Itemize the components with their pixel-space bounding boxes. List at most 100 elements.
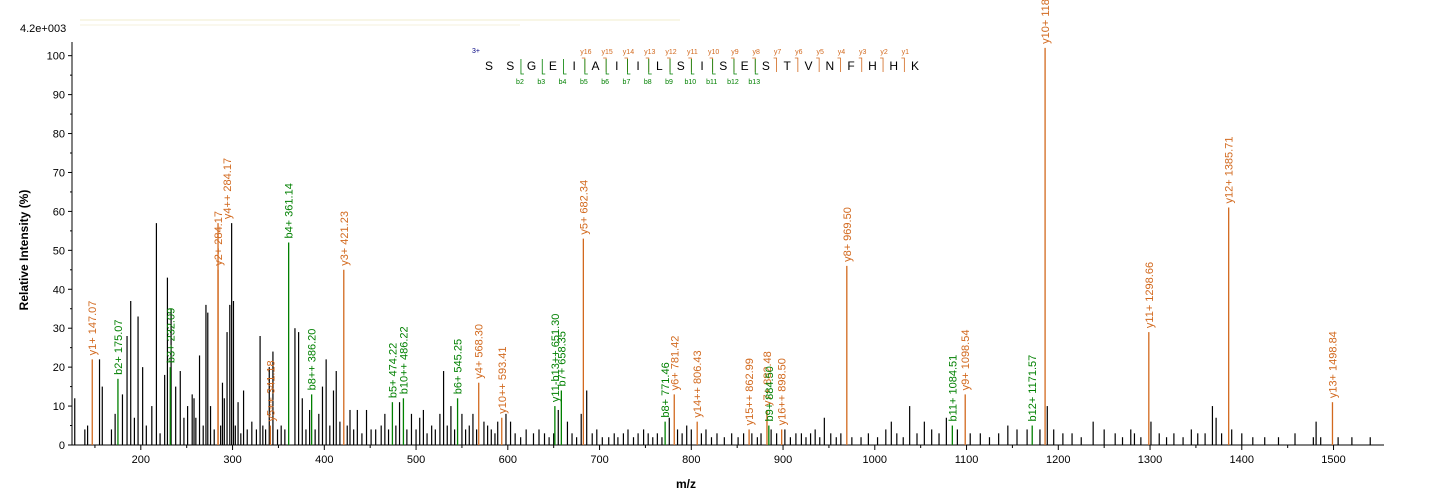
peak-label: b11+ 1084.51 xyxy=(947,355,959,422)
y-ion-marker: y10 xyxy=(708,49,719,56)
sequence-residue: I xyxy=(700,59,703,73)
y-tick-label: 90 xyxy=(53,90,65,102)
sequence-residue: S xyxy=(762,59,770,73)
y-ion-marker: y1 xyxy=(902,49,910,56)
y-ion-bracket xyxy=(667,57,671,72)
peak-label: b10++ 486.22 xyxy=(398,326,410,394)
x-tick-label: 1400 xyxy=(1230,454,1254,466)
sequence-residue: I xyxy=(636,59,639,73)
x-tick-label: 300 xyxy=(223,454,241,466)
peak-label: b7+ 658.35 xyxy=(556,331,568,386)
b-ion-bracket xyxy=(690,59,695,75)
sequence-residue: F xyxy=(847,59,854,73)
peak-label: y8+ 969.50 xyxy=(842,207,854,262)
x-tick-label: 900 xyxy=(774,454,792,466)
y-ion-marker: y5 xyxy=(816,49,824,56)
y-tick-label: 80 xyxy=(53,129,65,141)
y-ion-marker: y16 xyxy=(580,49,591,56)
peak-label: y10++ 593.41 xyxy=(497,346,509,413)
y-ion-marker: y2 xyxy=(880,49,888,56)
peak-label: y3+ 421.23 xyxy=(339,211,351,266)
y-ion-marker: y4 xyxy=(838,49,846,56)
y-ion-bracket xyxy=(858,57,863,72)
b-ion-marker: b5 xyxy=(580,79,588,86)
assigned-peaks xyxy=(91,47,1334,445)
peak-label: b4+ 361.14 xyxy=(284,183,296,238)
y-ion-marker: y9 xyxy=(731,49,739,56)
peak-label: b5+ 474.22 xyxy=(387,343,399,398)
sequence-residue: T xyxy=(784,59,792,73)
sequence-residue: N xyxy=(825,59,834,73)
x-tick-label: 700 xyxy=(590,454,608,466)
y-tick-label: 100 xyxy=(47,51,65,63)
x-axis-title: m/z xyxy=(676,477,696,491)
charge-state: 3+ xyxy=(472,48,480,55)
b-ion-marker: b10 xyxy=(685,79,697,86)
b-ion-marker: b12 xyxy=(727,79,739,86)
y-ion-marker: y14 xyxy=(623,49,634,56)
peak-label: y15++ 862.99 xyxy=(744,358,756,425)
b-ion-marker: b8 xyxy=(644,79,652,86)
sequence-residue: K xyxy=(911,59,919,73)
y-ion-marker: y15 xyxy=(602,49,613,56)
b-ion-marker: b4 xyxy=(559,79,567,86)
b-ion-bracket xyxy=(541,59,546,75)
peak-label: y14++ 806.43 xyxy=(692,350,704,417)
x-tick-label: 1500 xyxy=(1321,454,1345,466)
b-ion-bracket xyxy=(648,59,652,75)
y-axis-title: Relative Intensity (%) xyxy=(17,190,31,311)
y-ion-bracket xyxy=(603,57,607,72)
y-tick-label: 40 xyxy=(53,284,65,296)
y-ion-bracket xyxy=(901,57,905,72)
sequence-residue: S xyxy=(506,59,514,73)
b-ion-marker: b7 xyxy=(623,79,631,86)
peak-labels: y1+ 147.07 b2+ 175.07 b3+ 232.09 y2+ 284.17… xyxy=(87,0,1339,425)
y-ion-bracket xyxy=(816,57,820,72)
peak-label: b9+ 884.50 xyxy=(764,366,776,421)
y-ion-bracket xyxy=(752,57,756,72)
peak-label: y4+ 568.30 xyxy=(474,324,486,379)
y-ion-bracket xyxy=(837,57,841,72)
x-tick-label: 600 xyxy=(499,454,517,466)
b-ion-bracket xyxy=(754,59,759,75)
y-ion-bracket xyxy=(645,57,650,72)
sequence-residue: H xyxy=(868,59,877,73)
b-ion-marker: b9 xyxy=(665,79,673,86)
y-ion-marker: y6 xyxy=(795,49,803,56)
x-tick-label: 1000 xyxy=(863,454,887,466)
peak-label: y12+ 1385.71 xyxy=(1224,137,1236,204)
y-ion-marker: y3 xyxy=(859,49,867,56)
peak-label: b6+ 545.25 xyxy=(453,339,465,394)
sequence-residue: I xyxy=(615,59,618,73)
sequence-residue: E xyxy=(549,59,557,73)
peak-label: y6+ 781.42 xyxy=(669,336,681,391)
y-tick-label: 70 xyxy=(53,167,65,179)
b-ion-bracket xyxy=(563,59,567,75)
y-ion-marker: y13 xyxy=(644,49,655,56)
sequence-residue: A xyxy=(591,59,599,73)
peak-label: y9+ 1098.54 xyxy=(960,330,972,391)
x-tick-label: 800 xyxy=(682,454,700,466)
sequence-residue: L xyxy=(656,59,663,73)
b-ion-bracket xyxy=(520,59,524,75)
sequence-residue: G xyxy=(527,59,536,73)
peak-label: y4++ 284.17 xyxy=(222,158,234,219)
y-ion-marker: y11 xyxy=(687,49,698,56)
y-ion-bracket xyxy=(624,57,628,72)
y-ion-bracket xyxy=(709,57,714,72)
sequence-residue: V xyxy=(804,59,812,73)
b-ion-marker: b3 xyxy=(537,79,545,86)
x-tick-label: 1100 xyxy=(955,454,979,466)
b-ion-marker: b2 xyxy=(516,79,524,86)
sequence-residue: S xyxy=(485,59,493,73)
sequence-residue: S xyxy=(677,59,685,73)
peak-label: y2+ 284.17 xyxy=(213,211,225,266)
peak-label: y11+ 1298.66 xyxy=(1144,262,1156,328)
peak-label: y7+ 882.48 xyxy=(762,351,774,406)
b-ion-bracket xyxy=(584,59,588,75)
b-ion-bracket xyxy=(733,59,737,75)
peak-label: b8+ 771.46 xyxy=(660,362,672,417)
peak-label: y11-b13++ 651.30 xyxy=(550,314,562,402)
x-axis: 200 300 400 500 600 700 800 900 1000 1100 1200 1300… xyxy=(72,444,1384,466)
